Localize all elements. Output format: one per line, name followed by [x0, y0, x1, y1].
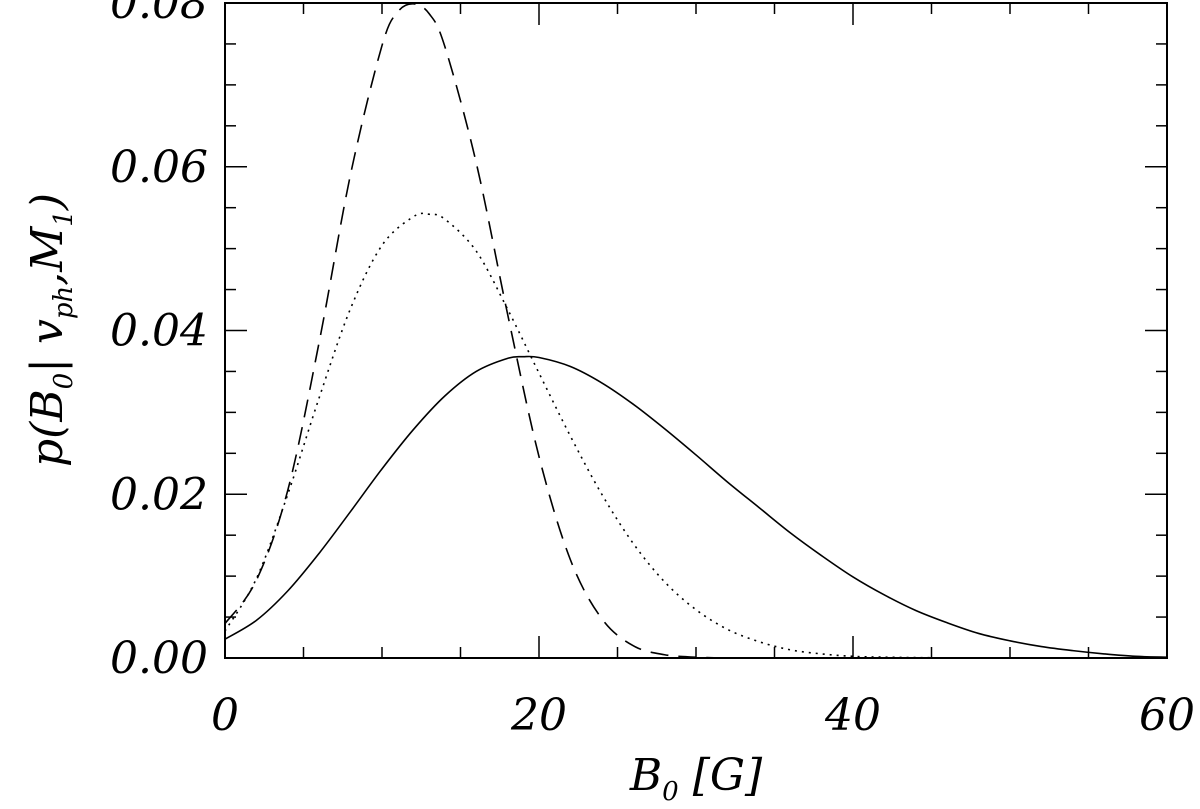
series-dashed-line	[224, 3, 791, 659]
series-dotted-line	[224, 212, 1011, 659]
plot-frame	[224, 2, 1168, 659]
y-axis-label-sub1: 0	[49, 373, 79, 390]
series-lines	[224, 3, 1168, 659]
y-axis-label-mid2: ,M	[22, 226, 73, 286]
x-tick-labels: 0 20 40 60	[211, 690, 1195, 741]
y-tick-label: 0.02	[110, 469, 208, 520]
y-axis-label-suffix: )	[22, 193, 73, 211]
tick-marks	[224, 2, 1168, 659]
x-axis-label-base: B	[629, 750, 662, 801]
x-axis-label: B0 [G]	[629, 750, 763, 807]
y-axis-label: p(B0| vph,M1)	[22, 193, 79, 467]
y-axis-label-prefix: p(B	[22, 389, 73, 467]
y-tick-label: 0.00	[110, 633, 208, 684]
y-tick-label: 0.06	[110, 142, 208, 193]
x-axis-label-sub: 0	[662, 777, 679, 807]
y-tick-label: 0.08	[110, 0, 208, 29]
y-axis-label-sub2: ph	[49, 286, 79, 319]
y-tick-labels: 0.00 0.02 0.04 0.06 0.08	[110, 0, 208, 684]
x-tick-label: 40	[824, 690, 881, 741]
x-tick-label: 20	[510, 690, 567, 741]
y-axis-label-mid: | v	[22, 319, 73, 373]
y-axis-label-sub3: 1	[49, 210, 79, 227]
x-axis-label-unit: [G]	[679, 750, 763, 801]
x-tick-label: 0	[211, 690, 239, 741]
series-solid-line	[224, 355, 1168, 658]
x-tick-label: 60	[1139, 690, 1195, 741]
y-tick-label: 0.04	[110, 306, 208, 357]
